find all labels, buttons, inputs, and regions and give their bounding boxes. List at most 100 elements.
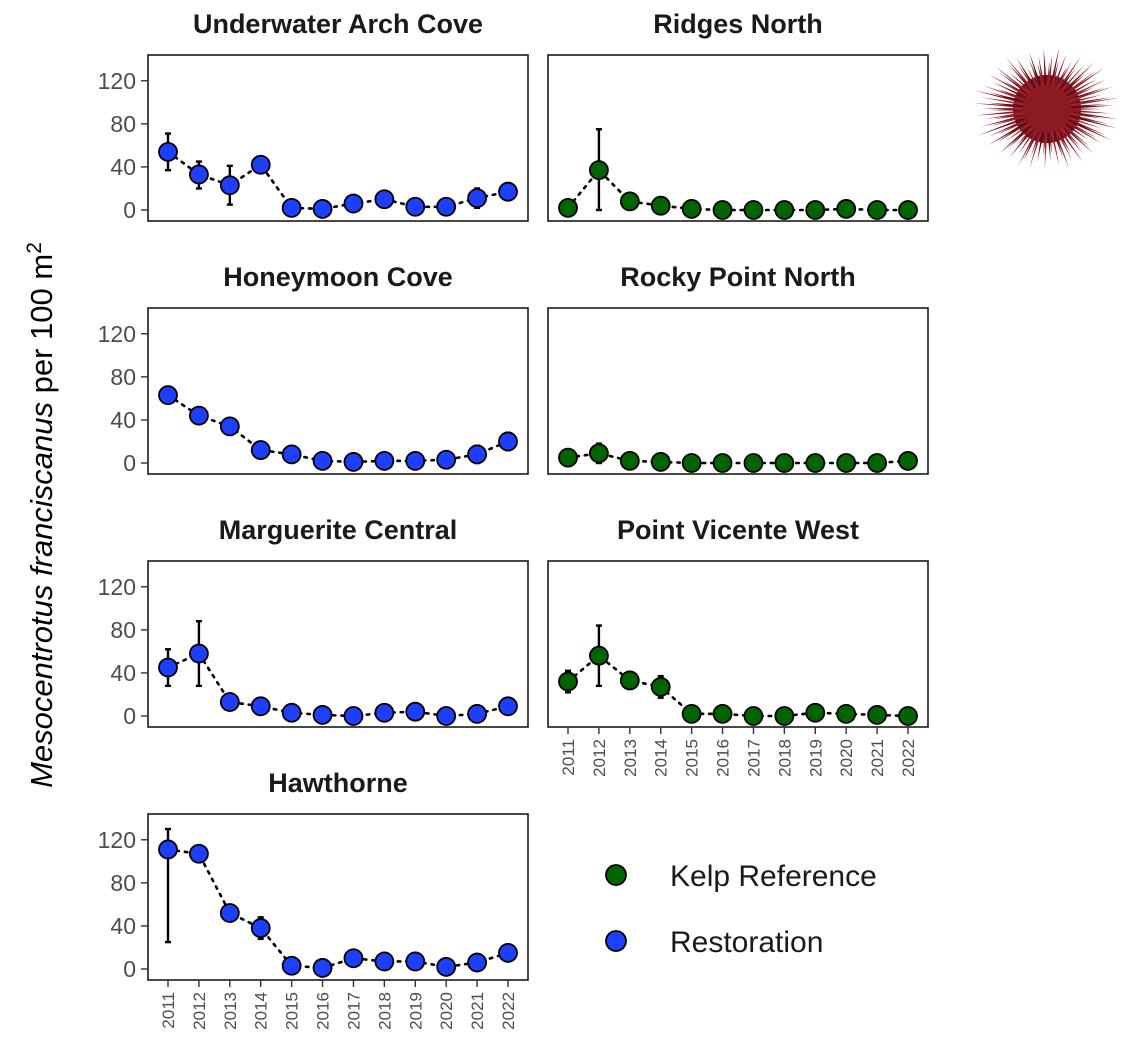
urchin-spine bbox=[1029, 52, 1043, 89]
marguerite-central-point-2013 bbox=[219, 692, 240, 712]
marguerite-central-y-tick-label: 40 bbox=[110, 660, 136, 686]
urchin-spine bbox=[1016, 57, 1038, 91]
red-sea-urchin-icon bbox=[973, 47, 1120, 169]
urchin-spine bbox=[1057, 57, 1081, 91]
urchin-spine bbox=[1063, 122, 1088, 140]
urchin-spine bbox=[1065, 79, 1097, 98]
marguerite-central-title: Marguerite Central bbox=[219, 515, 458, 545]
point-vicente-west-x-tick-label: 2017 bbox=[744, 739, 763, 777]
urchin-spine bbox=[988, 74, 1029, 98]
urchin-spine bbox=[1065, 121, 1103, 144]
point-vicente-west-point-2022 bbox=[898, 706, 918, 726]
urchin-spine bbox=[1027, 67, 1040, 90]
honeymoon-cove-point-2022 bbox=[498, 431, 518, 452]
underwater-arch-cove-title: Underwater Arch Cove bbox=[193, 9, 483, 39]
urchin-spine bbox=[973, 103, 1024, 109]
rocky-point-north-point-2016 bbox=[712, 453, 733, 473]
hawthorne-title: Hawthorne bbox=[268, 768, 408, 798]
ridges-north-point-2019 bbox=[805, 200, 826, 220]
honeymoon-cove-point-2014 bbox=[250, 440, 271, 460]
rocky-point-north-point-2015 bbox=[681, 453, 702, 473]
panel-underwater-arch-cove: Underwater Arch Cove 0 40 80 120 bbox=[98, 9, 529, 223]
ridges-north-point-2021 bbox=[867, 200, 887, 220]
underwater-arch-cove-point-2013 bbox=[219, 175, 240, 196]
urchin-spine bbox=[1023, 128, 1040, 161]
urchin-spine bbox=[1050, 59, 1059, 89]
ridges-north-point-2011 bbox=[558, 197, 578, 218]
urchin-spine bbox=[980, 114, 1025, 127]
urchin-spine bbox=[1070, 112, 1103, 119]
hawthorne-point-2020 bbox=[436, 956, 457, 977]
rocky-point-north-title: Rocky Point North bbox=[620, 262, 856, 292]
urchin-spine bbox=[1064, 67, 1105, 96]
urchin-spine bbox=[1052, 54, 1067, 89]
panel-honeymoon-cove: Honeymoon Cove 0 40 80 120 bbox=[98, 262, 529, 476]
urchin-core bbox=[1023, 85, 1071, 133]
urchin-spine bbox=[975, 110, 1024, 116]
honeymoon-cove-point-2021 bbox=[467, 444, 487, 465]
panel-marguerite-central: Marguerite Central 0 40 80 120 bbox=[98, 515, 529, 729]
urchin-spine bbox=[1031, 129, 1042, 156]
underwater-arch-cove-point-2021 bbox=[467, 188, 487, 209]
rocky-point-north-point-2021 bbox=[867, 453, 887, 473]
honeymoon-cove-frame bbox=[147, 307, 529, 475]
urchin-spine bbox=[1051, 129, 1063, 158]
urchin-spine bbox=[978, 117, 1026, 136]
urchin-spine bbox=[1062, 124, 1090, 148]
hawthorne-frame bbox=[147, 813, 529, 981]
ridges-north-point-2022 bbox=[898, 200, 918, 220]
hawthorne-point-2018 bbox=[374, 951, 395, 972]
marguerite-central-point-2015 bbox=[281, 702, 302, 723]
hawthorne-point-2013 bbox=[219, 903, 240, 923]
hawthorne-point-2011 bbox=[158, 839, 178, 860]
urchin-spine bbox=[988, 102, 1024, 108]
urchin-spine bbox=[1061, 72, 1087, 94]
point-vicente-west-point-2013 bbox=[619, 670, 640, 691]
point-vicente-west-point-2018 bbox=[774, 706, 795, 726]
point-vicente-west-x-tick-label: 2015 bbox=[683, 739, 702, 777]
marguerite-central-point-2016 bbox=[312, 705, 333, 725]
urchin-spine bbox=[984, 112, 1024, 120]
point-vicente-west-x-tick-label: 2013 bbox=[621, 739, 640, 777]
urchin-spine bbox=[1057, 127, 1083, 163]
urchin-spine bbox=[1049, 47, 1060, 88]
legend-label-restoration: Restoration bbox=[670, 926, 823, 959]
underwater-arch-cove-point-2020 bbox=[436, 196, 457, 217]
underwater-arch-cove-point-2012 bbox=[189, 164, 209, 185]
rocky-point-north-point-2020 bbox=[836, 453, 857, 473]
rocky-point-north-point-2012 bbox=[589, 443, 609, 464]
marguerite-central-point-2012 bbox=[189, 643, 209, 664]
panel-rocky-point-north: Rocky Point North bbox=[547, 262, 929, 475]
marguerite-central-y-tick-label: 120 bbox=[98, 574, 136, 600]
urchin-spine bbox=[974, 90, 1025, 104]
urchin-spine bbox=[1061, 62, 1095, 94]
underwater-arch-cove-point-2022 bbox=[498, 181, 518, 202]
marguerite-central-point-2020 bbox=[436, 706, 457, 726]
urchin-spine bbox=[1002, 80, 1029, 97]
point-vicente-west-title: Point Vicente West bbox=[617, 515, 859, 545]
urchin-spine bbox=[1070, 105, 1115, 109]
urchin-spine bbox=[1009, 72, 1033, 94]
urchin-spine bbox=[1047, 53, 1053, 88]
underwater-arch-cove-point-2017 bbox=[343, 193, 364, 214]
y-axis-label: Mesocentrotus franciscanus per 100 m2 bbox=[23, 242, 60, 788]
honeymoon-cove-point-2017 bbox=[343, 452, 364, 472]
ridges-north-point-2016 bbox=[712, 200, 733, 220]
rocky-point-north-point-2019 bbox=[805, 453, 826, 473]
urchin-spine bbox=[981, 107, 1024, 110]
underwater-arch-cove-point-2015 bbox=[281, 197, 302, 218]
underwater-arch-cove-point-2011 bbox=[158, 141, 178, 162]
honeymoon-cove-point-2011 bbox=[158, 385, 178, 406]
underwater-arch-cove-y-tick-label: 120 bbox=[98, 68, 136, 94]
urchin-spine bbox=[1066, 118, 1113, 141]
hawthorne-point-2015 bbox=[281, 955, 302, 976]
urchin-spine bbox=[1054, 67, 1067, 90]
panel-hawthorne: Hawthorne 0 40 80 120 2011 2012 2013 2014 2015 201… bbox=[98, 768, 529, 1030]
hawthorne-point-2017 bbox=[343, 948, 364, 969]
urchin-spine bbox=[1069, 114, 1110, 125]
honeymoon-cove-point-2015 bbox=[281, 444, 302, 465]
rocky-point-north-point-2022 bbox=[898, 450, 918, 471]
marguerite-central-frame bbox=[147, 560, 529, 728]
underwater-arch-cove-point-2018 bbox=[374, 189, 395, 210]
